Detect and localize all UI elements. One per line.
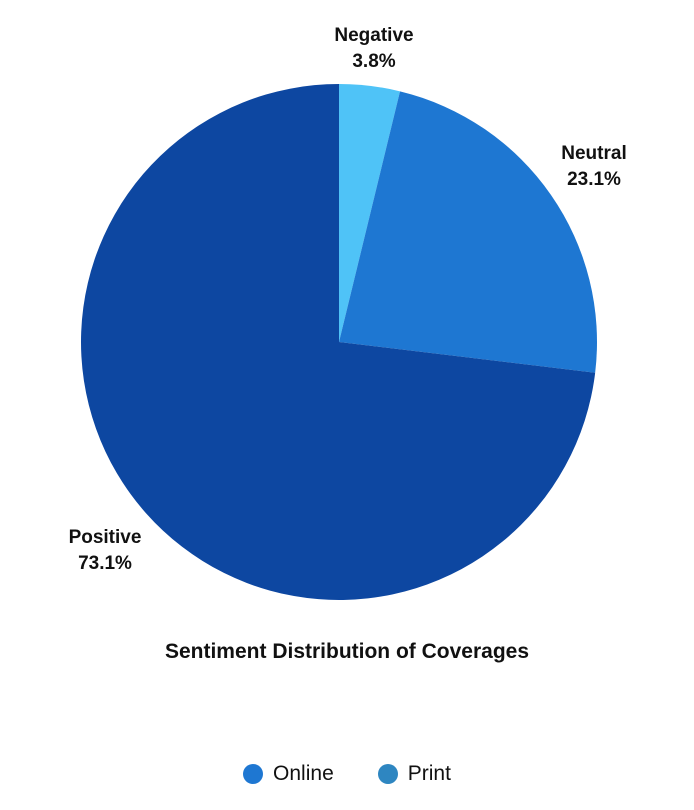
slice-label-positive: Positive 73.1% — [45, 525, 165, 577]
pie-slice-positive[interactable] — [80, 84, 596, 600]
legend-swatch — [243, 764, 264, 784]
pie-slice-neutral[interactable] — [339, 91, 597, 373]
legend-label: Online — [273, 762, 334, 785]
slice-label-name: Positive — [68, 527, 142, 548]
slice-label-neutral: Neutral 23.1% — [534, 141, 654, 193]
chart-title: Sentiment Distribution of Coverages — [164, 640, 530, 663]
legend-label: Print — [407, 762, 451, 785]
slice-label-name: Negative — [334, 25, 414, 46]
pie-slices — [80, 84, 597, 600]
legend: Online Print — [0, 762, 694, 786]
slice-label-value: 3.8% — [352, 51, 396, 72]
legend-item-online[interactable]: Online — [243, 762, 334, 786]
slice-label-name: Neutral — [561, 143, 627, 164]
slice-label-value: 23.1% — [567, 169, 621, 190]
slice-label-value: 73.1% — [78, 553, 132, 574]
pie-slice-negative[interactable] — [339, 84, 401, 342]
legend-item-print[interactable]: Print — [377, 762, 451, 786]
slice-label-negative: Negative 3.8% — [314, 23, 434, 75]
legend-swatch — [377, 764, 398, 784]
